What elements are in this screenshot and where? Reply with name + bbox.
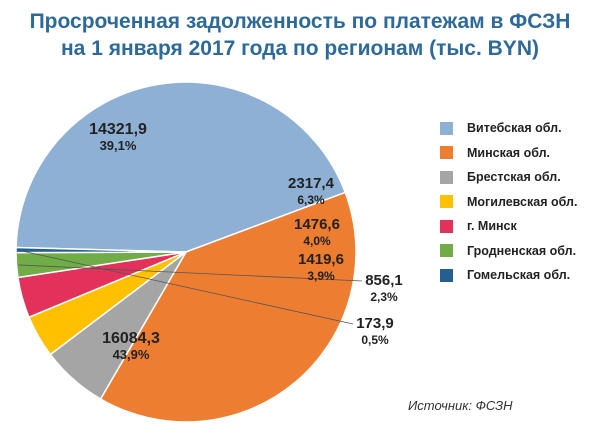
slice-percent-label: 3,9% bbox=[307, 269, 335, 283]
slice-value-label: 14321,9 bbox=[89, 121, 147, 138]
pie-slice bbox=[99, 191, 357, 423]
legend-label: Минская обл. bbox=[467, 145, 551, 160]
legend-item: Витебская обл. bbox=[440, 116, 600, 141]
legend-item: Минская обл. bbox=[440, 141, 600, 166]
source-note: Источник: ФСЗН bbox=[408, 398, 513, 413]
slice-percent-label: 4,0% bbox=[303, 234, 331, 248]
chart-legend: Витебская обл. Минская обл. Брестская обл.… bbox=[440, 116, 600, 288]
legend-label: Могилевская обл. bbox=[467, 194, 578, 209]
slice-value-label: 2317,4 bbox=[288, 175, 335, 192]
pie-slice bbox=[15, 246, 187, 254]
slice-value-label: 16084,3 bbox=[102, 330, 160, 347]
legend-item: Гомельская обл. bbox=[440, 263, 600, 288]
chart-title-line2: на 1 января 2017 года по регионам (тыс. … bbox=[61, 37, 539, 60]
pie-slice bbox=[15, 81, 347, 253]
legend-swatch bbox=[440, 121, 453, 135]
legend-swatch bbox=[440, 244, 453, 258]
slice-value-label: 1419,6 bbox=[298, 251, 344, 268]
legend-item: г. Минск bbox=[440, 214, 600, 239]
slice-percent-label: 43,9% bbox=[113, 347, 150, 362]
legend-label: Гомельская обл. bbox=[467, 268, 571, 283]
chart-title-line1: Просроченная задолженность по платежам в… bbox=[29, 10, 571, 33]
slice-percent-label: 39,1% bbox=[100, 138, 137, 153]
legend-label: Витебская обл. bbox=[467, 121, 562, 136]
slice-value-label: 1476,6 bbox=[294, 216, 340, 233]
leader-line bbox=[17, 249, 354, 325]
slice-percent-label: 0,5% bbox=[361, 333, 389, 347]
legend-label: Брестская обл. bbox=[467, 170, 561, 185]
legend-label: г. Минск bbox=[467, 219, 517, 234]
chart-title: Просроченная задолженность по платежам в… bbox=[0, 8, 600, 62]
slice-value-label: 856,1 bbox=[365, 272, 403, 289]
legend-item: Брестская обл. bbox=[440, 165, 600, 190]
legend-label: Гродненская обл. bbox=[467, 243, 577, 258]
leader-line bbox=[18, 264, 363, 282]
legend-swatch bbox=[440, 195, 453, 209]
slice-percent-label: 2,3% bbox=[370, 290, 398, 304]
legend-swatch bbox=[440, 170, 453, 184]
legend-swatch bbox=[440, 268, 453, 282]
legend-swatch bbox=[440, 146, 453, 160]
slice-value-label: 173,9 bbox=[356, 315, 394, 332]
legend-item: Гродненская обл. bbox=[440, 239, 600, 264]
slice-percent-label: 6,3% bbox=[297, 193, 325, 207]
legend-swatch bbox=[440, 219, 453, 233]
legend-item: Могилевская обл. bbox=[440, 190, 600, 215]
